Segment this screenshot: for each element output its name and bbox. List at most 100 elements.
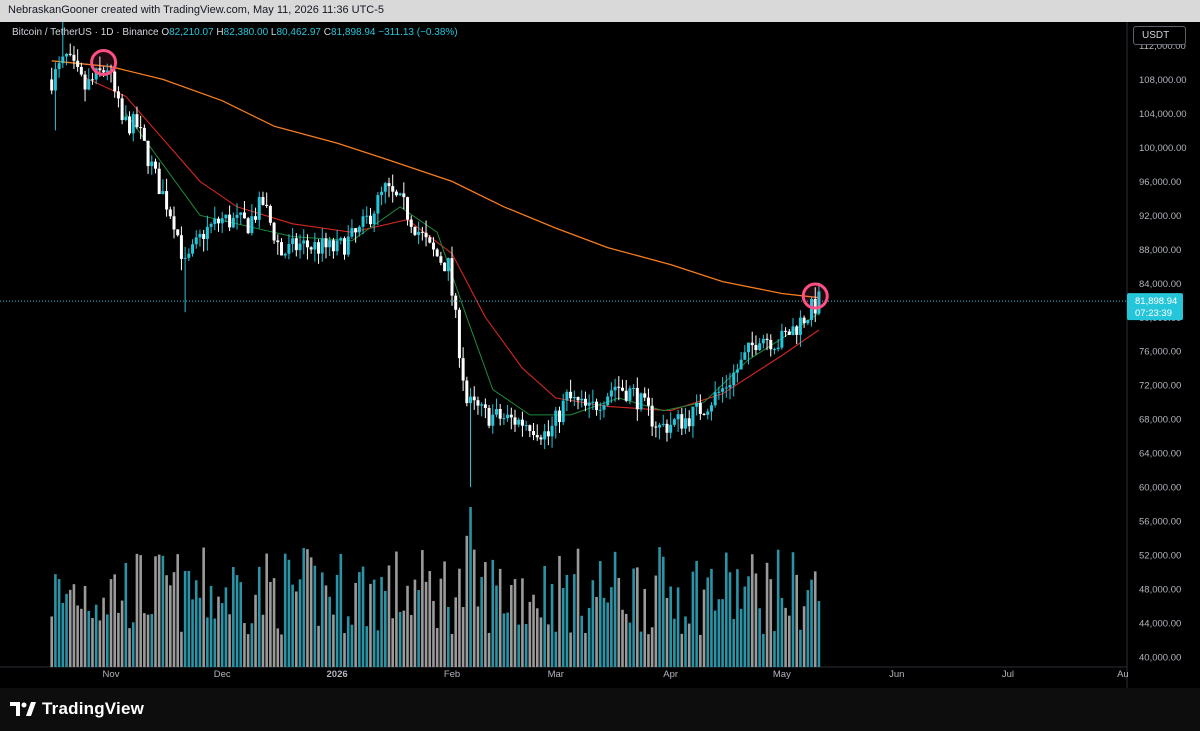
candle-body (57, 63, 61, 70)
volume-bar (435, 628, 439, 667)
volume-bar (335, 574, 339, 667)
symbol-title[interactable]: Bitcoin / TetherUS · 1D · Binance (12, 27, 159, 38)
candle-body (339, 238, 343, 241)
volume-bar (632, 568, 635, 667)
currency-button[interactable]: USDT (1133, 26, 1186, 45)
candle-body (569, 391, 573, 399)
volume-bar (376, 630, 380, 667)
volume-bar (743, 586, 747, 667)
volume-bar (154, 556, 157, 667)
volume-bar (724, 552, 728, 667)
candle-body (350, 228, 354, 237)
candle-body (469, 396, 473, 404)
volume-bar (691, 571, 695, 667)
volume-bar (799, 629, 802, 667)
attribution-bar: NebraskanGooner created with TradingView… (0, 0, 1200, 22)
volume-bar (50, 616, 53, 667)
volume-bar (61, 603, 65, 667)
attribution-text: NebraskanGooner created with TradingView… (8, 4, 385, 16)
volume-bar (354, 582, 357, 667)
candle-body (772, 349, 776, 351)
volume-bar (206, 617, 209, 667)
countdown-label: 07:23:39 (1135, 308, 1172, 319)
volume-bar (295, 591, 298, 667)
x-tick-label: 2026 (327, 669, 348, 680)
candle-body (535, 435, 539, 438)
volume-bar (732, 618, 735, 667)
volume-bar (113, 574, 117, 667)
candle-body (576, 397, 580, 401)
candle-body (791, 326, 795, 335)
candle-body (709, 405, 713, 412)
candle-body (606, 396, 610, 406)
candle-body (446, 258, 450, 272)
volume-bar (283, 553, 287, 667)
volume-bar (202, 547, 205, 667)
candle-body (135, 114, 139, 128)
change-value: −311.13 (−0.38%) (378, 27, 458, 38)
y-tick-label: 88,000.00 (1139, 245, 1181, 256)
candle-body (506, 414, 510, 419)
candle-body (53, 69, 57, 91)
candle-body (202, 233, 206, 239)
volume-bar (558, 555, 561, 667)
price-chart[interactable]: 112,000.00 108,000.00 104,000.00 100,000.00… (0, 22, 1200, 688)
candle-body (676, 414, 680, 420)
volume-bar (361, 566, 365, 667)
volume-bar (235, 575, 239, 667)
volume-bar (239, 582, 243, 667)
volume-bar (524, 623, 528, 667)
candle-body (776, 347, 780, 350)
candle-body (609, 390, 613, 397)
candle-body (317, 242, 321, 254)
x-tick-label: Jul (1002, 669, 1014, 680)
candle-body (617, 386, 621, 388)
volume-bar (68, 589, 72, 667)
candle-body (209, 224, 213, 227)
volume-bar (561, 587, 565, 667)
volume-bar (476, 606, 480, 667)
volume-bar (328, 596, 331, 667)
tradingview-logo[interactable]: TradingView (10, 698, 144, 720)
candle-body (643, 393, 647, 398)
volume-bar (417, 590, 420, 667)
open-value: 82,210.07 (169, 27, 214, 38)
x-tick-label: Mar (548, 669, 564, 680)
candle-body (435, 249, 439, 257)
moving-average-long (51, 60, 819, 299)
candle-body (513, 417, 517, 425)
candle-body (128, 116, 132, 134)
volume-bar (291, 584, 294, 667)
y-tick-label: 76,000.00 (1139, 347, 1181, 358)
candle-body (813, 298, 817, 314)
volume-bar (472, 549, 476, 667)
volume-bar (402, 610, 406, 667)
volume-bar (232, 566, 235, 667)
candle-body (283, 253, 287, 256)
volume-bar (450, 633, 454, 667)
candle-body (554, 410, 558, 426)
volume-bar (421, 550, 424, 667)
volume-bar (602, 597, 606, 667)
candle-body (798, 317, 802, 335)
y-tick-label: 108,000.00 (1139, 75, 1187, 86)
candle-body (280, 242, 283, 256)
candle-body (68, 53, 72, 55)
candle-body (383, 183, 387, 192)
candle-body (305, 240, 309, 248)
candle-body (139, 127, 143, 129)
candle-body (628, 388, 632, 401)
volume-bar (765, 562, 769, 667)
volume-bar (454, 597, 458, 667)
candle-body (146, 140, 150, 167)
candle-body (268, 206, 272, 223)
volume-bar (120, 600, 124, 667)
candle-body (398, 193, 402, 196)
volume-bar (317, 625, 320, 667)
volume-bar (587, 607, 591, 667)
candle-body (480, 404, 484, 406)
volume-bar (346, 616, 350, 667)
candle-body (632, 387, 636, 389)
candle-body (157, 168, 161, 195)
candle-body (450, 258, 454, 296)
